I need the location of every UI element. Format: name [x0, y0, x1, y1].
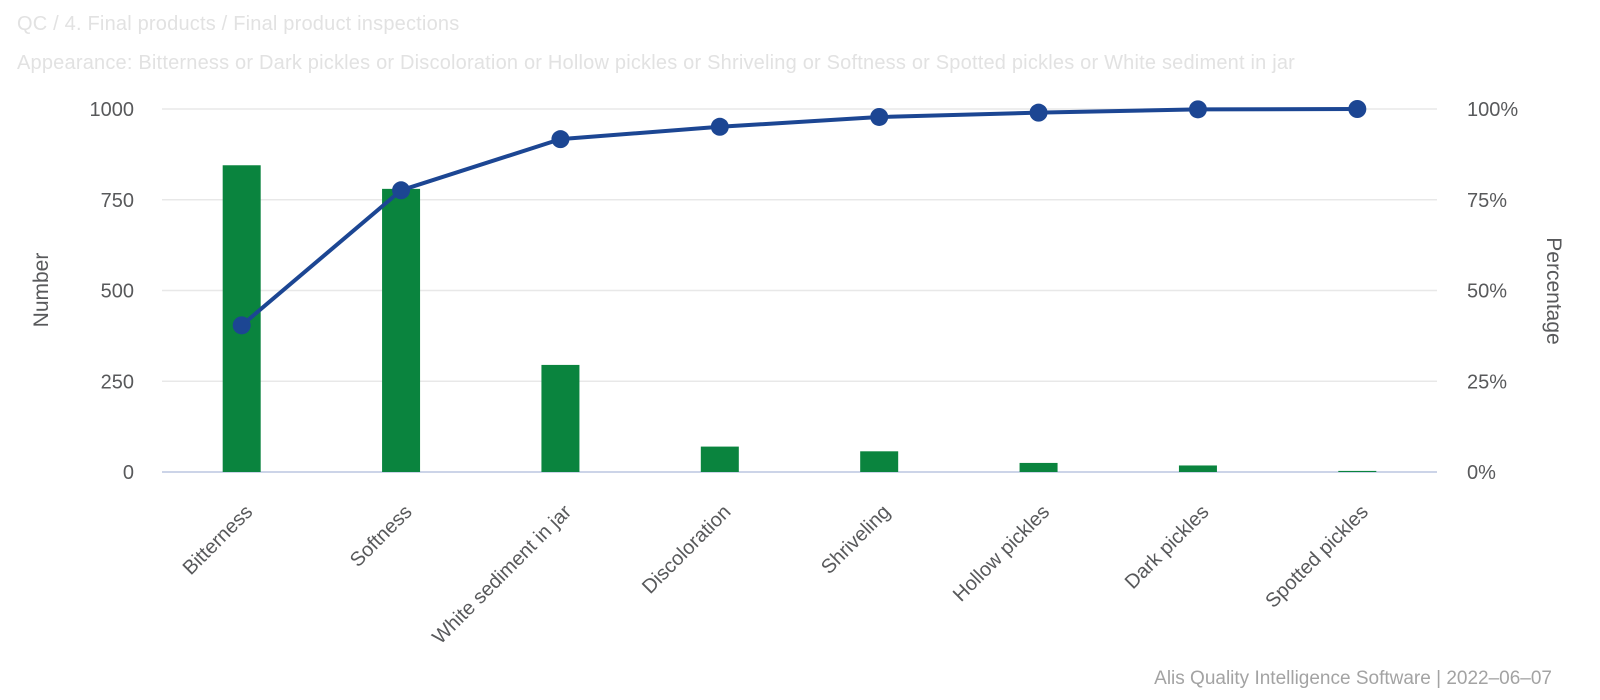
left-axis-tick-label: 1000: [90, 99, 135, 121]
cumulative-point-dark-pickles[interactable]: [1188, 100, 1207, 119]
bar-shriveling[interactable]: [860, 451, 899, 472]
category-label-shriveling: Shriveling: [817, 501, 895, 579]
cumulative-point-softness[interactable]: [392, 181, 411, 200]
bar-softness[interactable]: [382, 188, 421, 473]
footer-credit: Alis Quality Intelligence Software | 202…: [1154, 668, 1552, 689]
category-label-bitterness: Bitterness: [179, 501, 257, 579]
category-label-dark-pickles: Dark pickles: [1121, 501, 1214, 594]
chart-title-breadcrumb: QC / 4. Final products / Final product i…: [17, 13, 460, 35]
bar-white-sediment-in-jar[interactable]: [541, 364, 580, 472]
cumulative-point-shriveling[interactable]: [870, 107, 889, 126]
cumulative-point-spotted-pickles[interactable]: [1348, 100, 1367, 118]
cumulative-percentage-line: [239, 107, 1360, 328]
right-axis-tick-label: 50%: [1467, 281, 1507, 303]
chart-filter-subtitle: Appearance: Bitterness or Dark pickles o…: [17, 52, 1296, 74]
left-axis-tick-label: 750: [101, 190, 134, 212]
cumulative-point-white-sediment-in-jar[interactable]: [551, 130, 570, 149]
bar-dark-pickles[interactable]: [1178, 465, 1217, 472]
bar-hollow-pickles[interactable]: [1019, 462, 1058, 472]
cumulative-point-discoloration[interactable]: [710, 117, 729, 136]
category-label-hollow-pickles: Hollow pickles: [949, 501, 1054, 606]
right-axis-tick-label: 75%: [1467, 190, 1507, 212]
left-axis-tick-label: 250: [101, 371, 134, 393]
category-label-white-sediment-in-jar: White sediment in jar: [428, 501, 576, 649]
right-axis-tick-label: 25%: [1467, 371, 1507, 393]
right-axis-tick-label: 100%: [1467, 99, 1518, 121]
left-axis-tick-label: 500: [101, 281, 134, 303]
left-axis-tick-label: 0: [123, 462, 134, 484]
category-label-discoloration: Discoloration: [638, 501, 735, 598]
right-axis-tick-label: 0%: [1467, 462, 1496, 484]
cumulative-point-bitterness[interactable]: [232, 316, 251, 335]
cumulative-point-hollow-pickles[interactable]: [1029, 103, 1048, 122]
category-label-softness: Softness: [346, 501, 417, 572]
bar-discoloration[interactable]: [700, 446, 739, 472]
bar-spotted-pickles[interactable]: [1338, 470, 1377, 472]
category-label-spotted-pickles: Spotted pickles: [1261, 501, 1372, 612]
